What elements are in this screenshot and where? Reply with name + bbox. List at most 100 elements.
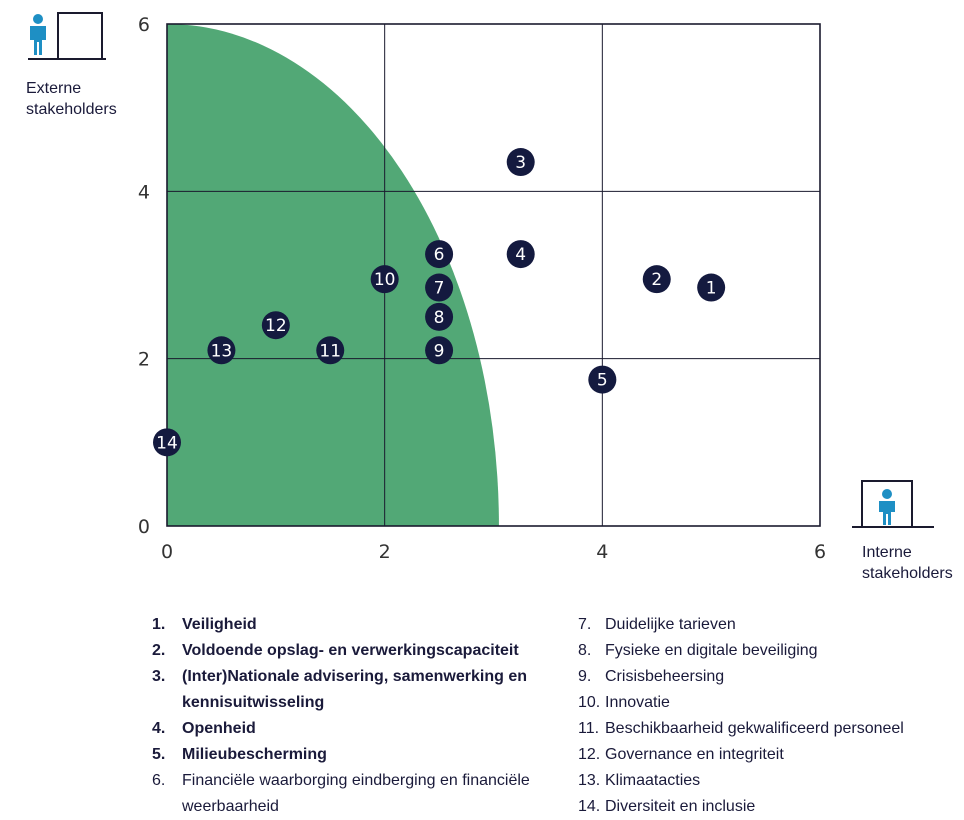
legend-item: 3. (Inter)Nationale advisering, samenwerk… bbox=[152, 664, 552, 716]
point-marker bbox=[425, 240, 454, 269]
point-marker bbox=[425, 273, 454, 302]
person-in-box-icon bbox=[852, 480, 934, 528]
point-label: 1 bbox=[706, 279, 717, 299]
legend-item-text: Financiële waarborging eindberging en fi… bbox=[182, 772, 530, 815]
legend-item-number: 3. bbox=[152, 668, 166, 685]
legend-item-number: 7. bbox=[578, 616, 592, 633]
point-label: 2 bbox=[651, 270, 662, 290]
legend-item-text: Innovatie bbox=[605, 694, 670, 711]
legend-item: 12. Governance en integriteit bbox=[578, 742, 964, 768]
point-label: 4 bbox=[515, 245, 526, 265]
legend-item-text: Fysieke en digitale beveiliging bbox=[605, 642, 818, 659]
legend-item-text: Milieubescherming bbox=[182, 746, 327, 763]
point-marker bbox=[370, 265, 399, 294]
legend-item-text: Governance en integriteit bbox=[605, 746, 784, 763]
y-tick-label: 2 bbox=[138, 349, 150, 371]
point-marker bbox=[588, 365, 617, 394]
data-point-7: 7 bbox=[425, 273, 454, 302]
legend-item: 1. Veiligheid bbox=[152, 612, 552, 638]
legend-item-number: 13. bbox=[578, 772, 601, 789]
point-label: 3 bbox=[515, 153, 526, 173]
plot-frame bbox=[166, 23, 821, 527]
legend-item: 6. Financiële waarborging eindberging en … bbox=[152, 768, 552, 820]
point-label: 9 bbox=[434, 341, 445, 361]
legend-item-text: Openheid bbox=[182, 720, 256, 737]
point-marker bbox=[207, 336, 236, 365]
point-label: 7 bbox=[434, 279, 445, 299]
legend-item-number: 8. bbox=[578, 642, 592, 659]
legend-right: 7. Duidelijke tarieven 8. Fysieke en digita… bbox=[578, 612, 964, 820]
legend-item-number: 5. bbox=[152, 746, 166, 763]
point-label: 6 bbox=[434, 245, 445, 265]
point-marker bbox=[425, 336, 454, 365]
legend-item-number: 2. bbox=[152, 642, 166, 659]
legend-item-text: Crisisbeheersing bbox=[605, 668, 725, 685]
data-point-8: 8 bbox=[425, 302, 454, 331]
data-point-5: 5 bbox=[588, 365, 617, 394]
point-label: 8 bbox=[434, 308, 445, 328]
person-standing-icon bbox=[28, 12, 106, 60]
y-tick-label: 6 bbox=[138, 14, 150, 36]
tick-labels: 0 2 4 6 0 2 4 6 bbox=[138, 14, 826, 563]
legend-item-text: Diversiteit en inclusie bbox=[605, 798, 756, 815]
point-marker bbox=[642, 265, 671, 294]
legend-item-text: Veiligheid bbox=[182, 616, 257, 633]
data-point-9: 9 bbox=[425, 336, 454, 365]
legend-item: 14. Diversiteit en inclusie bbox=[578, 794, 964, 820]
point-label: 5 bbox=[597, 371, 608, 391]
point-marker bbox=[261, 311, 290, 340]
data-point-11: 11 bbox=[316, 336, 345, 365]
point-marker bbox=[506, 240, 535, 269]
legend-item-text: Beschikbaarheid gekwalificeerd personeel bbox=[605, 720, 904, 737]
data-point-3: 3 bbox=[506, 148, 535, 177]
legend-item-number: 12. bbox=[578, 746, 601, 763]
data-point-6: 6 bbox=[425, 240, 454, 269]
data-point-13: 13 bbox=[207, 336, 236, 365]
y-tick-label: 0 bbox=[138, 516, 150, 538]
legend-item-text: (Inter)Nationale advisering, samenwerkin… bbox=[182, 668, 527, 711]
legend-item: 2. Voldoende opslag- en verwerkingscapaci… bbox=[152, 638, 552, 664]
legend-item-text: Duidelijke tarieven bbox=[605, 616, 736, 633]
point-marker bbox=[697, 273, 726, 302]
legend-item-number: 10. bbox=[578, 694, 601, 711]
legend-item: 4. Openheid bbox=[152, 716, 552, 742]
legend-item: 10. Innovatie bbox=[578, 690, 964, 716]
point-label: 14 bbox=[156, 433, 178, 453]
legend-item-number: 14. bbox=[578, 798, 601, 815]
y-axis-title: Externe stakeholders bbox=[26, 80, 117, 118]
legend-item: 5. Milieubescherming bbox=[152, 742, 552, 768]
legend-item-text: Voldoende opslag- en verwerkingscapacite… bbox=[182, 642, 519, 659]
point-label: 13 bbox=[211, 341, 233, 361]
legend-item-number: 6. bbox=[152, 772, 166, 789]
point-marker bbox=[316, 336, 345, 365]
x-tick-label: 0 bbox=[161, 541, 173, 563]
data-point-4: 4 bbox=[506, 240, 535, 269]
legend-item: 11. Beschikbaarheid gekwalificeerd person… bbox=[578, 716, 964, 742]
data-point-1: 1 bbox=[697, 273, 726, 302]
legend-left: 1. Veiligheid 2. Voldoende opslag- en verwe… bbox=[152, 612, 552, 820]
x-tick-label: 2 bbox=[379, 541, 391, 563]
legend-item: 9. Crisisbeheersing bbox=[578, 664, 964, 690]
legend-item-number: 4. bbox=[152, 720, 166, 737]
x-tick-label: 6 bbox=[814, 541, 826, 563]
legend-item-number: 11. bbox=[578, 720, 600, 737]
priority-region bbox=[167, 24, 499, 526]
x-axis-title: Interne stakeholders bbox=[862, 544, 953, 582]
x-tick-label: 4 bbox=[596, 541, 608, 563]
data-point-2: 2 bbox=[642, 265, 671, 294]
legend-item-text: Klimaatacties bbox=[605, 772, 701, 789]
legend-item: 8. Fysieke en digitale beveiliging bbox=[578, 638, 964, 664]
y-tick-label: 4 bbox=[138, 181, 150, 203]
point-label: 10 bbox=[374, 270, 396, 290]
legend-item: 13. Klimaatacties bbox=[578, 768, 964, 794]
point-marker bbox=[425, 302, 454, 331]
data-point-10: 10 bbox=[370, 265, 399, 294]
legend-item-number: 9. bbox=[578, 668, 592, 685]
legend-item: 7. Duidelijke tarieven bbox=[578, 612, 964, 638]
point-marker bbox=[506, 148, 535, 177]
data-point-12: 12 bbox=[261, 311, 290, 340]
legend-item-number: 1. bbox=[152, 616, 166, 633]
point-label: 11 bbox=[319, 341, 341, 361]
